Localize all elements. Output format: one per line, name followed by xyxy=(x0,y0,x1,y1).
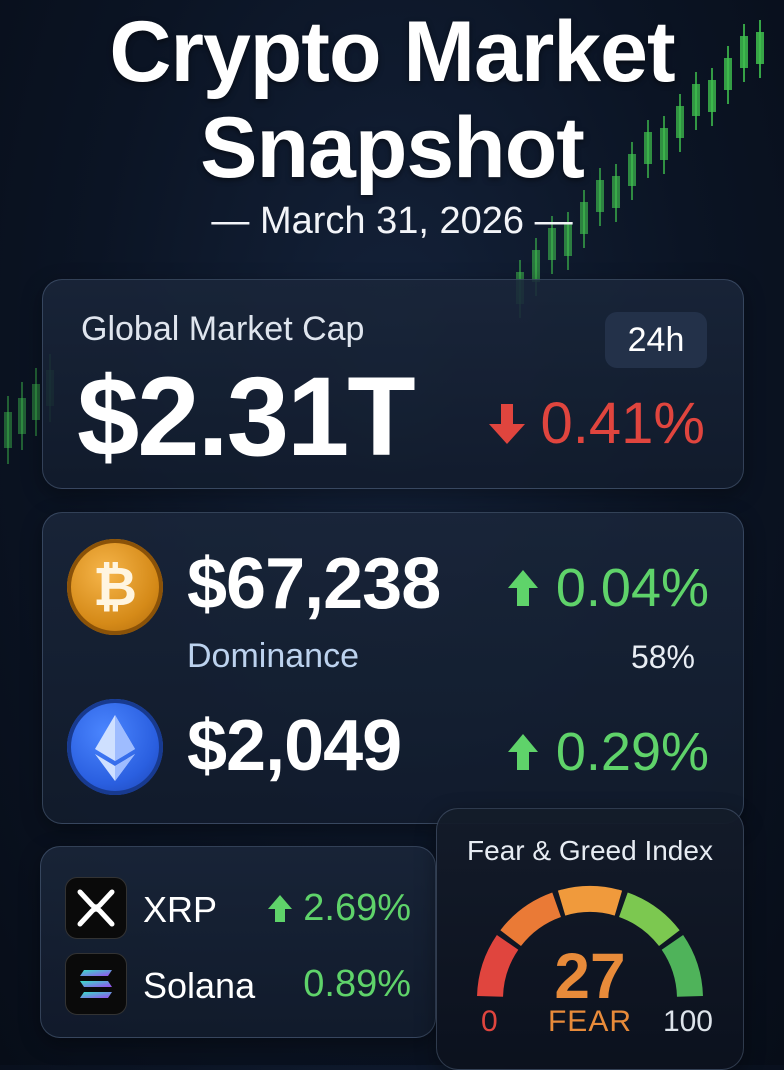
fear-greed-value: 27 xyxy=(554,940,626,1012)
fear-greed-gauge xyxy=(477,886,703,998)
bitcoin-icon: ₿ xyxy=(67,539,163,635)
candle-body xyxy=(708,80,716,112)
solana-icon xyxy=(65,953,127,1015)
snapshot-date: — March 31, 2026 — xyxy=(211,200,573,242)
candle-body xyxy=(580,202,588,234)
gauge-segment xyxy=(477,934,519,998)
altcoins-card: XRP 2.69% Solana 0.89% xyxy=(40,846,436,1038)
title-line-2: Snapshot xyxy=(200,100,585,196)
candle-body xyxy=(628,154,636,186)
candle-body xyxy=(676,106,684,138)
global-market-cap-change-value: 0.41% xyxy=(540,391,705,456)
candle-body xyxy=(18,398,26,434)
arrow-down-icon xyxy=(488,403,525,444)
candle-body xyxy=(612,176,620,208)
bitcoin-change-value: 0.04% xyxy=(555,558,709,618)
candle-body xyxy=(532,250,540,282)
candle-body xyxy=(32,384,40,420)
solana-change: 0.89% xyxy=(303,963,411,1006)
fear-greed-title: Fear & Greed Index xyxy=(467,835,713,866)
bitcoin-change: 0.04% xyxy=(506,557,709,619)
gauge-segment xyxy=(500,892,562,947)
global-market-cap-change: 0.41% xyxy=(487,390,705,457)
gauge-segment xyxy=(661,934,703,998)
gauge-segment xyxy=(557,886,623,916)
fear-greed-max: 100 xyxy=(662,1005,713,1038)
candle-body xyxy=(644,132,652,164)
major-coins-card: ₿ $67,238 0.04% Dominance 58% $2,049 0.2… xyxy=(42,512,744,824)
global-market-cap-card: Global Market Cap 24h $2.31T 0.41% xyxy=(42,279,744,489)
candle-body xyxy=(756,32,764,64)
candle-body xyxy=(724,58,732,90)
candle-body xyxy=(548,228,556,260)
solana-name: Solana xyxy=(143,965,256,1006)
page-title: Crypto Market Snapshot xyxy=(0,4,784,196)
dominance-value: 58% xyxy=(630,639,695,675)
gauge-segment xyxy=(618,892,680,947)
fear-greed-min: 0 xyxy=(481,1005,498,1038)
bitcoin-price: $67,238 xyxy=(187,544,441,624)
dominance-label: Dominance xyxy=(187,637,359,675)
global-market-cap-value: $2.31T xyxy=(77,354,416,479)
fear-greed-label: FEAR xyxy=(547,1005,632,1038)
ethereum-price: $2,049 xyxy=(187,706,402,786)
title-line-1: Crypto Market xyxy=(109,4,675,100)
candle-body xyxy=(564,224,572,256)
solana-change-value: 0.89% xyxy=(303,963,411,1005)
svg-text:₿: ₿ xyxy=(93,557,137,617)
xrp-name: XRP xyxy=(143,889,218,930)
xrp-change: 2.69% xyxy=(267,887,411,930)
arrow-up-icon xyxy=(507,734,538,770)
ethereum-icon xyxy=(67,699,163,795)
arrow-up-icon xyxy=(507,570,538,606)
xrp-icon xyxy=(65,877,127,939)
candle-body xyxy=(596,180,604,212)
candle-body xyxy=(740,36,748,68)
ethereum-change: 0.29% xyxy=(506,721,709,783)
ethereum-change-value: 0.29% xyxy=(555,722,709,782)
arrow-up-icon xyxy=(268,894,293,922)
timeframe-badge[interactable]: 24h xyxy=(605,312,707,368)
candle-body xyxy=(692,84,700,116)
fear-greed-card: Fear & Greed Index 27 0 FEAR 100 xyxy=(436,808,744,1070)
xrp-change-value: 2.69% xyxy=(303,887,411,929)
candle-body xyxy=(660,128,668,160)
global-market-cap-label: Global Market Cap xyxy=(81,310,365,348)
candle-body xyxy=(4,412,12,448)
